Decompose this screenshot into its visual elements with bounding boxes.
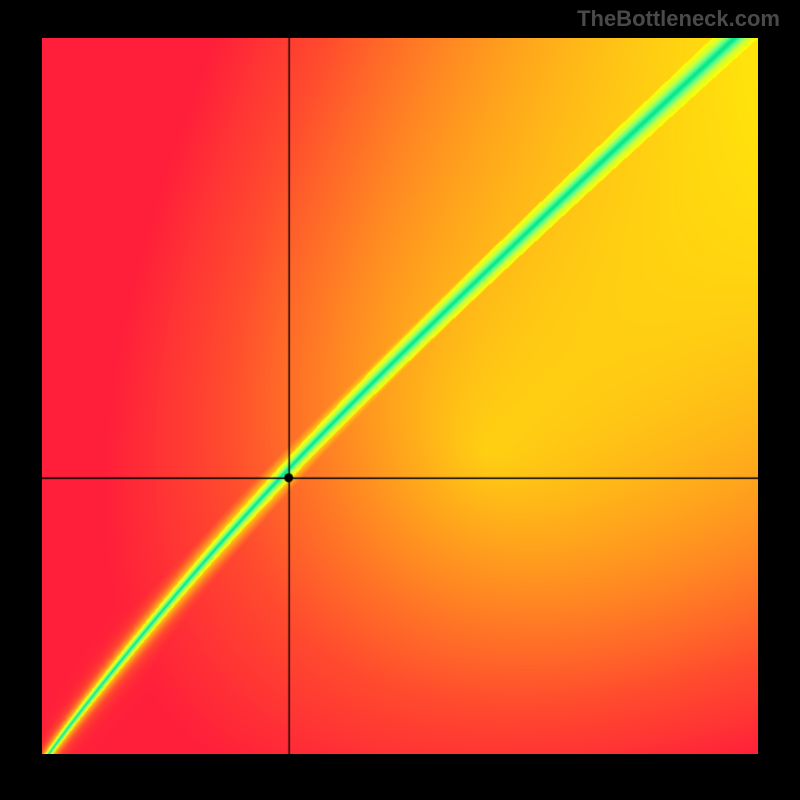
watermark-label: TheBottleneck.com [577,6,780,32]
heatmap-plot [42,38,758,754]
chart-container: TheBottleneck.com [0,0,800,800]
